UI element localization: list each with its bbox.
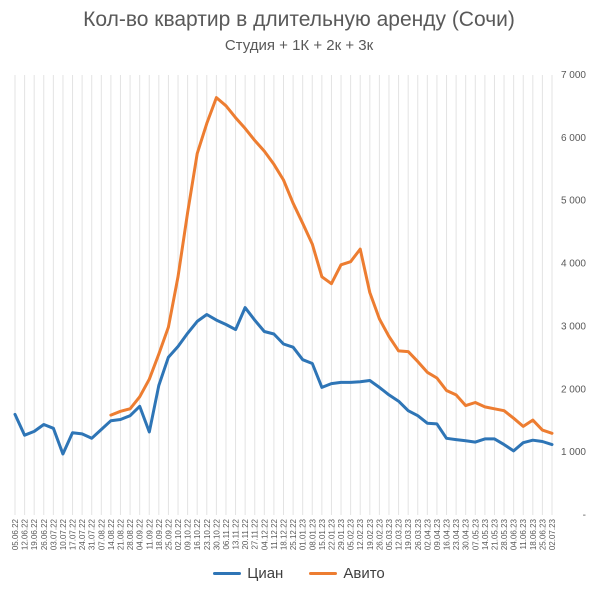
x-tick-label: 18.12.22 <box>280 518 289 550</box>
x-tick-label: 03.07.22 <box>49 518 58 550</box>
x-tick-label: 24.07.22 <box>78 518 87 550</box>
x-tick-label: 16.04.23 <box>443 518 452 550</box>
legend: Циан Авито <box>0 565 598 582</box>
x-tick-label: 26.06.22 <box>40 518 49 550</box>
x-tick-label: 30.10.22 <box>212 518 221 550</box>
x-tick-label: 02.07.23 <box>548 518 557 550</box>
y-tick-label: 7 000 <box>561 70 586 81</box>
x-tick-label: 01.01.23 <box>299 518 308 550</box>
x-tick-label: 19.06.22 <box>30 518 39 550</box>
series-line-cian <box>13 306 554 456</box>
x-tick-label: 12.02.23 <box>356 518 365 550</box>
x-tick-label: 18.09.22 <box>155 518 164 550</box>
x-tick-label: 25.06.23 <box>538 518 547 550</box>
x-tick-label: 05.03.23 <box>385 518 394 550</box>
y-tick-label: - <box>583 510 586 521</box>
x-tick-label: 19.03.23 <box>404 518 413 550</box>
x-tick-label: 29.01.23 <box>337 518 346 550</box>
x-tick-label: 25.12.22 <box>289 518 298 550</box>
y-tick-label: 6 000 <box>561 133 586 144</box>
x-tick-label: 11.12.22 <box>270 518 279 549</box>
x-tick-label: 07.08.22 <box>97 518 106 550</box>
x-tick-label: 11.06.23 <box>519 518 528 549</box>
x-tick-label: 30.04.23 <box>462 518 471 550</box>
x-tick-label: 06.11.22 <box>222 518 231 549</box>
x-tick-label: 26.03.23 <box>414 518 423 550</box>
x-tick-label: 11.09.22 <box>145 518 154 549</box>
y-tick-label: 4 000 <box>561 259 586 270</box>
x-tick-label: 02.04.23 <box>423 518 432 550</box>
legend-item-avito: Авито <box>309 565 385 582</box>
legend-label-avito: Авито <box>343 565 385 582</box>
x-tick-label: 22.01.23 <box>327 518 336 550</box>
legend-swatch-avito <box>309 572 338 575</box>
legend-swatch-cian <box>213 572 242 575</box>
legend-item-cian: Циан <box>213 565 283 582</box>
x-tick-label: 23.04.23 <box>452 518 461 550</box>
x-tick-label: 25.09.22 <box>164 518 173 550</box>
x-tick-label: 02.10.22 <box>174 518 183 550</box>
y-tick-label: 5 000 <box>561 196 586 207</box>
chart-title: Кол-во квартир в длительную аренду (Сочи… <box>83 8 515 31</box>
x-tick-label: 09.10.22 <box>184 518 193 550</box>
x-tick-label: 21.08.22 <box>116 518 125 550</box>
x-tick-label: 12.03.23 <box>395 518 404 550</box>
x-tick-label: 07.05.23 <box>471 518 480 550</box>
y-tick-label: 3 000 <box>561 321 586 332</box>
x-tick-label: 04.06.23 <box>510 518 519 550</box>
series-line-avito <box>109 96 554 435</box>
x-axis-ticks: 05.06.22 12.06.22 19.06.22 26.06.22 03.07.22… <box>11 518 557 550</box>
x-tick-label: 17.07.22 <box>69 518 78 550</box>
x-tick-label: 13.11.22 <box>232 518 241 549</box>
x-tick-label: 10.07.22 <box>59 518 68 550</box>
y-axis-ticks: - 1 000 2 000 3 000 4 000 5 000 6 000 7 000 <box>561 70 586 521</box>
x-tick-label: 31.07.22 <box>88 518 97 550</box>
x-tick-label: 19.02.23 <box>366 518 375 550</box>
x-tick-label: 20.11.22 <box>241 518 250 549</box>
x-tick-label: 15.01.23 <box>318 518 327 550</box>
x-tick-label: 12.06.22 <box>21 518 30 550</box>
vertical-gridlines <box>14 75 553 515</box>
x-tick-label: 21.05.23 <box>490 518 499 550</box>
x-tick-label: 05.02.23 <box>347 518 356 550</box>
x-tick-label: 04.09.22 <box>136 518 145 550</box>
x-tick-label: 09.04.23 <box>433 518 442 550</box>
y-tick-label: 1 000 <box>561 447 586 458</box>
x-tick-label: 04.12.22 <box>260 518 269 550</box>
x-tick-label: 27.11.22 <box>251 518 260 549</box>
x-tick-label: 14.05.23 <box>481 518 490 550</box>
x-tick-label: 18.06.23 <box>529 518 538 550</box>
x-tick-label: 08.01.23 <box>308 518 317 550</box>
x-tick-label: 14.08.22 <box>107 518 116 550</box>
x-tick-label: 26.02.23 <box>375 518 384 550</box>
x-tick-label: 23.10.22 <box>203 518 212 550</box>
x-tick-label: 16.10.22 <box>193 518 202 550</box>
series-layer <box>13 96 554 456</box>
legend-label-cian: Циан <box>247 565 284 582</box>
x-tick-label: 28.05.23 <box>500 518 509 550</box>
chart-subtitle: Студия + 1К + 2к + 3к <box>224 37 374 54</box>
x-tick-label: 28.08.22 <box>126 518 135 550</box>
y-tick-label: 2 000 <box>561 384 586 395</box>
x-tick-label: 05.06.22 <box>11 518 20 550</box>
